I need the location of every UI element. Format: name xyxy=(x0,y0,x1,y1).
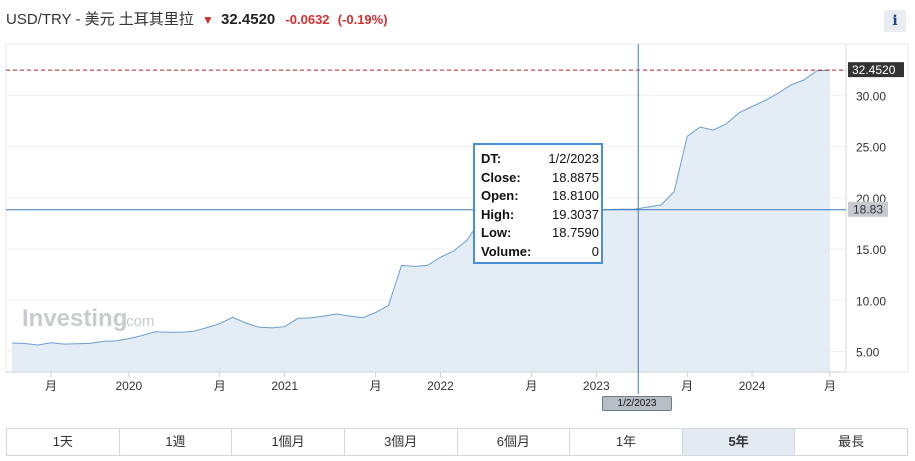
x-tick-label: 2021 xyxy=(271,379,298,393)
range-tab[interactable]: 6個月 xyxy=(457,429,571,455)
y-tick-label: 15.00 xyxy=(856,243,886,257)
tooltip-key: DT: xyxy=(481,151,502,166)
crosshair-date-label: 1/2/2023 xyxy=(602,396,672,411)
watermark-suffix: .com xyxy=(122,313,155,330)
info-icon[interactable]: i xyxy=(884,10,906,32)
y-tick-label: 25.00 xyxy=(856,141,886,155)
crosshair-price-label: 18.83 xyxy=(853,203,883,217)
tooltip-value: 1/2/2023 xyxy=(548,151,599,166)
y-tick-label: 10.00 xyxy=(856,294,886,308)
tooltip-key: Close: xyxy=(481,169,521,185)
instrument-header: USD/TRY - 美元 土耳其里拉 ▼ 32.4520 -0.0632 (-0… xyxy=(6,8,388,30)
current-price-tag: 32.4520 xyxy=(848,62,904,78)
tooltip-key: Volume: xyxy=(481,243,532,259)
time-range-tabs: 1天 1週 1個月 3個月 6個月 1年 5年 最長 xyxy=(6,428,908,456)
price-change: -0.0632 xyxy=(285,12,330,27)
tooltip-row: Open: 18.8100 xyxy=(481,188,601,207)
data-tooltip: DT: 1/2/2023 Close: 18.8875 Open: 18.8100 High… xyxy=(473,143,603,264)
tooltip-key: High: xyxy=(481,206,515,222)
tooltip-value: 18.8875 xyxy=(552,169,599,185)
range-tab[interactable]: 1天 xyxy=(7,429,120,455)
price-line xyxy=(11,69,831,346)
tooltip-row: DT: 1/2/2023 xyxy=(481,151,601,170)
x-tick-label: 月 xyxy=(45,379,57,393)
x-tick-label: 月 xyxy=(824,379,836,393)
range-tab[interactable]: 1個月 xyxy=(232,429,345,455)
y-tick-label: 30.00 xyxy=(856,89,886,103)
watermark-main: Investing xyxy=(22,305,127,332)
watermark: Investing .com xyxy=(22,305,155,332)
range-tab[interactable]: 1週 xyxy=(119,429,233,455)
tooltip-value: 0 xyxy=(591,243,599,259)
tooltip-key: Low: xyxy=(481,225,512,240)
range-tab[interactable]: 1年 xyxy=(570,429,683,455)
x-tick-label: 2020 xyxy=(116,379,143,393)
x-tick-label: 月 xyxy=(681,379,693,393)
x-tick-label: 月 xyxy=(370,379,382,393)
down-arrow-icon: ▼ xyxy=(201,13,214,27)
range-tab[interactable]: 5年 xyxy=(682,429,796,455)
x-axis: 月 2020 月 2021 月 2022 月 2023 月 2024 月 xyxy=(6,371,846,393)
tooltip-value: 18.8100 xyxy=(552,188,599,203)
tooltip-row: High: 19.3037 xyxy=(481,207,601,226)
last-price: 32.4520 xyxy=(221,11,276,28)
x-tick-label: 月 xyxy=(214,379,226,393)
range-tab[interactable]: 最長 xyxy=(795,429,907,455)
price-change-percent: (-0.19%) xyxy=(337,12,388,27)
tooltip-row: Volume: 0 xyxy=(481,244,601,263)
x-tick-label: 2022 xyxy=(427,379,454,393)
crosshair-price-tag: 18.83 xyxy=(848,201,888,217)
x-tick-label: 月 xyxy=(525,379,537,393)
tooltip-value: 18.7590 xyxy=(552,225,599,240)
tooltip-value: 19.3037 xyxy=(552,206,599,222)
x-tick-label: 2024 xyxy=(739,379,766,393)
instrument-name: USD/TRY - 美元 土耳其里拉 xyxy=(6,11,194,28)
tooltip-row: Close: 18.8875 xyxy=(481,170,601,189)
price-area-fill xyxy=(12,70,830,372)
x-tick-label: 2023 xyxy=(583,379,610,393)
tooltip-row: Low: 18.7590 xyxy=(481,225,601,244)
tooltip-key: Open: xyxy=(481,188,519,203)
y-tick-label: 5.00 xyxy=(856,346,880,360)
current-price-label: 32.4520 xyxy=(852,63,896,77)
range-tab[interactable]: 3個月 xyxy=(344,429,458,455)
